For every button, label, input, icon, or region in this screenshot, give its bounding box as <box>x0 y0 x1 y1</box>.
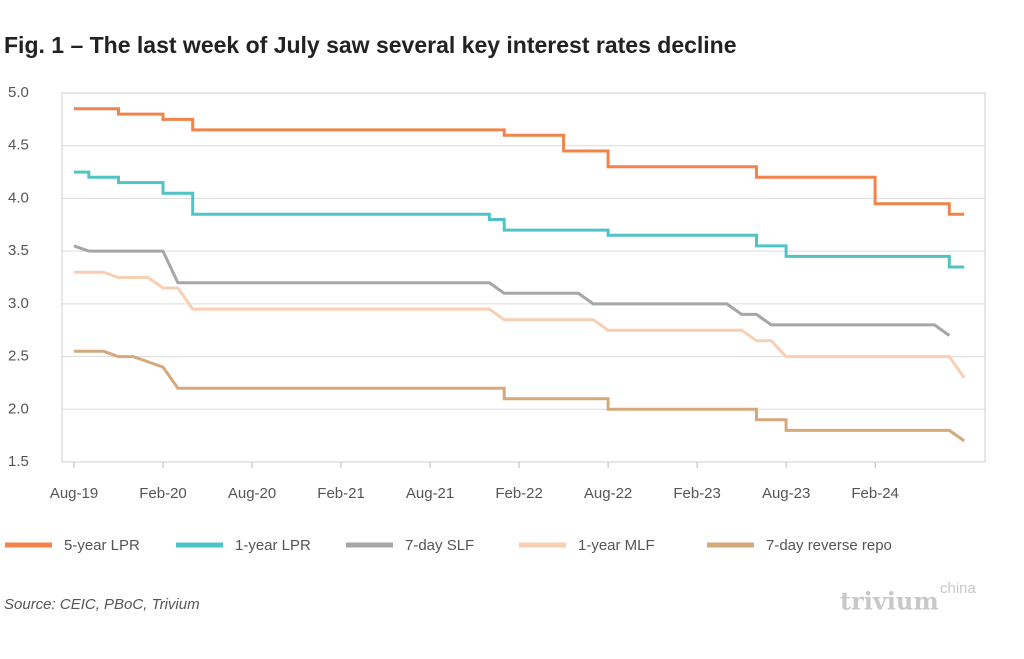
x-tick-label: Feb-22 <box>495 485 543 502</box>
y-tick-label: 2.0 <box>8 400 29 417</box>
series-line <box>74 349 966 443</box>
x-tick-label: Feb-21 <box>317 485 365 502</box>
y-tick-label: 3.5 <box>8 242 29 259</box>
y-tick-label: 3.0 <box>8 295 29 312</box>
series-line <box>74 170 965 269</box>
logo: trivium <box>840 587 939 616</box>
series-line <box>74 107 965 216</box>
legend-label: 1-year LPR <box>235 537 311 554</box>
legend-label: 7-day SLF <box>405 537 474 554</box>
y-tick-label: 2.5 <box>8 348 29 365</box>
legend-label: 5-year LPR <box>64 537 140 554</box>
x-tick-label: Aug-23 <box>762 485 810 502</box>
x-tick-label: Aug-20 <box>228 485 276 502</box>
y-tick-label: 5.0 <box>8 84 29 101</box>
y-tick-label: 1.5 <box>8 453 29 470</box>
x-tick-label: Aug-21 <box>406 485 454 502</box>
logo-superscript: china <box>940 580 977 597</box>
x-tick-label: Aug-22 <box>584 485 632 502</box>
x-tick-label: Aug-19 <box>50 485 98 502</box>
series-line <box>74 270 966 379</box>
plot-frame <box>61 92 986 463</box>
chart-title: Fig. 1 – The last week of July saw sever… <box>4 32 737 58</box>
legend-label: 7-day reverse repo <box>766 537 892 554</box>
legend-label: 1-year MLF <box>578 537 655 554</box>
x-tick-label: Feb-20 <box>139 485 187 502</box>
series-line <box>73 244 951 337</box>
y-tick-label: 4.5 <box>8 137 29 154</box>
y-tick-label: 4.0 <box>8 189 29 206</box>
x-tick-label: Feb-24 <box>851 485 899 502</box>
source: Source: CEIC, PBoC, Trivium <box>4 596 200 613</box>
x-tick-label: Feb-23 <box>673 485 721 502</box>
